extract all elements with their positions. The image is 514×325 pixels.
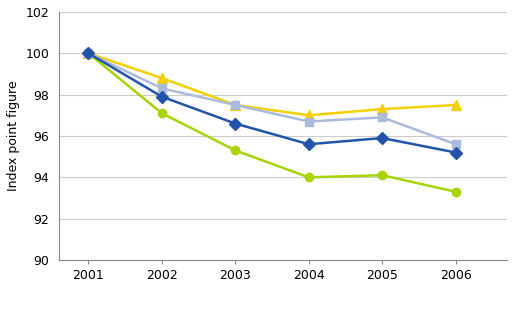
Education xyxy=(306,113,312,117)
Line: Total: Total xyxy=(84,49,460,157)
Social work xyxy=(232,103,238,107)
Line: Social work: Social work xyxy=(84,49,460,149)
Line: Health: Health xyxy=(84,49,460,196)
Legend: Education, Health, Social work, Total: Education, Health, Social work, Total xyxy=(103,320,463,325)
Health xyxy=(306,176,312,179)
Social work xyxy=(379,115,386,119)
Social work xyxy=(85,51,91,55)
Health xyxy=(159,111,165,115)
Total xyxy=(159,95,165,99)
Total xyxy=(232,122,238,125)
Social work xyxy=(159,86,165,90)
Education xyxy=(85,51,91,55)
Health xyxy=(232,149,238,152)
Health xyxy=(85,51,91,55)
Total xyxy=(452,150,458,154)
Education xyxy=(379,107,386,111)
Health xyxy=(379,173,386,177)
Social work xyxy=(452,142,458,146)
Education xyxy=(452,103,458,107)
Total xyxy=(306,142,312,146)
Line: Education: Education xyxy=(84,48,461,120)
Y-axis label: Index point figure: Index point figure xyxy=(7,81,20,191)
Total xyxy=(85,51,91,55)
Education xyxy=(232,103,238,107)
Total xyxy=(379,136,386,140)
Social work xyxy=(306,120,312,124)
Education xyxy=(159,76,165,80)
Health xyxy=(452,190,458,194)
